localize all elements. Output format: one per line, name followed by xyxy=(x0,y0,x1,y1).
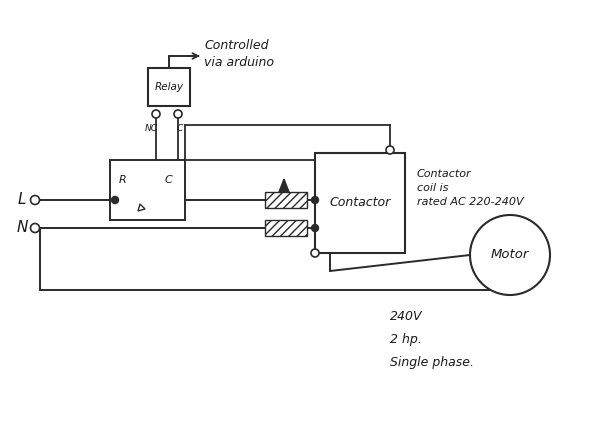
Text: Relay: Relay xyxy=(155,82,184,92)
Bar xyxy=(315,153,405,253)
Bar xyxy=(265,220,307,236)
Text: 240V
2 hp.
Single phase.: 240V 2 hp. Single phase. xyxy=(390,310,474,369)
Text: C: C xyxy=(177,124,183,133)
Text: Controlled
via arduino: Controlled via arduino xyxy=(204,39,274,69)
Text: Contactor
coil is
rated AC 220-240V: Contactor coil is rated AC 220-240V xyxy=(417,169,524,207)
Circle shape xyxy=(311,197,319,203)
Text: NC: NC xyxy=(144,124,158,133)
Circle shape xyxy=(174,110,182,118)
Text: Motor: Motor xyxy=(491,248,529,261)
Circle shape xyxy=(112,197,119,203)
Bar xyxy=(265,192,307,208)
Text: N: N xyxy=(17,221,28,235)
Text: Contactor: Contactor xyxy=(329,197,391,210)
Circle shape xyxy=(31,195,39,205)
Circle shape xyxy=(31,224,39,232)
Polygon shape xyxy=(138,204,145,211)
Polygon shape xyxy=(279,179,289,192)
Bar xyxy=(110,160,185,220)
Text: L: L xyxy=(18,192,26,208)
Circle shape xyxy=(470,215,550,295)
Circle shape xyxy=(311,224,319,232)
Text: R: R xyxy=(119,175,127,185)
Circle shape xyxy=(152,110,160,118)
Circle shape xyxy=(386,146,394,154)
Circle shape xyxy=(311,249,319,257)
Bar xyxy=(148,68,190,106)
Text: C: C xyxy=(164,175,172,185)
